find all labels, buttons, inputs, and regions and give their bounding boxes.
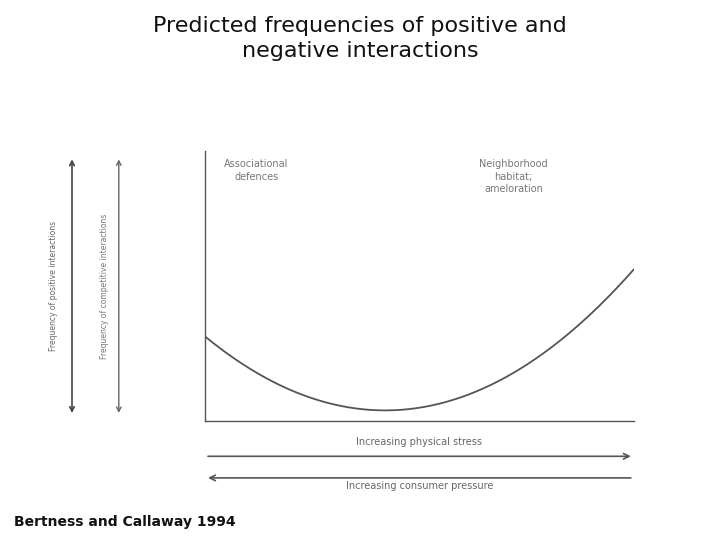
Text: Frequency of competitive interactions: Frequency of competitive interactions [100, 213, 109, 359]
Text: Associational
defences: Associational defences [225, 159, 289, 181]
Text: Frequency of positive interactions: Frequency of positive interactions [50, 221, 58, 351]
Text: Increasing consumer pressure: Increasing consumer pressure [346, 481, 493, 491]
Text: Neighborhood
habitat;
ameloration: Neighborhood habitat; ameloration [480, 159, 548, 194]
Text: Predicted frequencies of positive and
negative interactions: Predicted frequencies of positive and ne… [153, 16, 567, 61]
Text: Increasing physical stress: Increasing physical stress [356, 436, 482, 447]
Text: Bertness and Callaway 1994: Bertness and Callaway 1994 [14, 515, 236, 529]
